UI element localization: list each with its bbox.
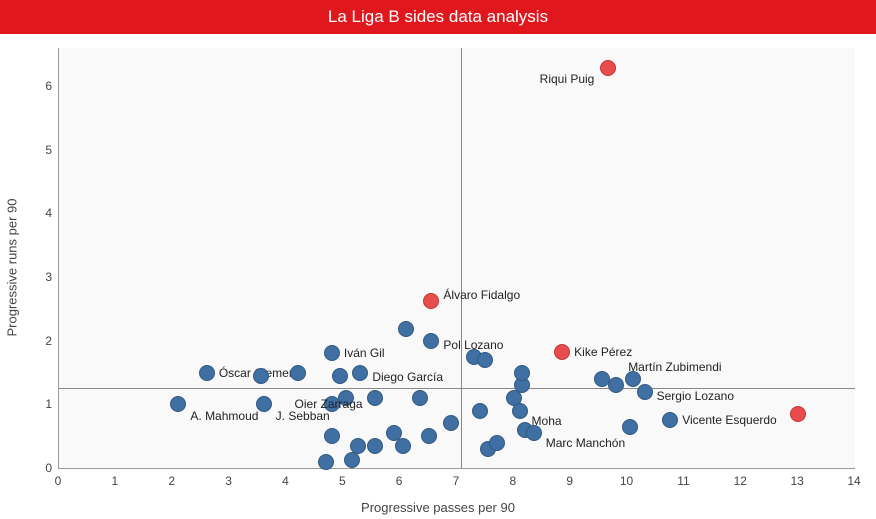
data-point-label: Álvaro Fidalgo <box>443 288 520 302</box>
data-point-label: J. Sebban <box>276 409 330 423</box>
x-tick: 9 <box>566 474 573 488</box>
y-tick: 0 <box>36 461 52 475</box>
ref-line-vertical <box>461 48 462 468</box>
data-point <box>253 368 269 384</box>
x-tick: 5 <box>339 474 346 488</box>
data-point <box>472 403 488 419</box>
data-point <box>367 438 383 454</box>
data-point-highlight <box>423 293 439 309</box>
data-point-label: Kike Pérez <box>574 345 632 359</box>
x-tick: 0 <box>55 474 62 488</box>
x-tick: 13 <box>790 474 803 488</box>
data-point <box>332 368 348 384</box>
data-point <box>512 403 528 419</box>
data-point <box>608 377 624 393</box>
data-point <box>443 415 459 431</box>
data-point <box>256 396 272 412</box>
data-point-label: Iván Gil <box>344 346 385 360</box>
data-point-label: Martín Zubimendi <box>628 360 721 374</box>
x-tick: 6 <box>396 474 403 488</box>
ref-line-horizontal <box>59 388 855 389</box>
data-point-highlight <box>790 406 806 422</box>
y-tick: 1 <box>36 397 52 411</box>
data-point <box>199 365 215 381</box>
x-tick: 2 <box>168 474 175 488</box>
data-point <box>324 345 340 361</box>
data-point-highlight <box>554 344 570 360</box>
x-tick: 12 <box>734 474 747 488</box>
plot-area: Riqui Puig Álvaro Fidalgo Kike Pérez A. Mah… <box>58 48 855 469</box>
chart-container: La Liga B sides data analysis Total Foot… <box>0 0 876 519</box>
x-tick: 3 <box>225 474 232 488</box>
y-tick: 3 <box>36 270 52 284</box>
data-point-label: Sergio Lozano <box>657 389 734 403</box>
x-tick: 8 <box>510 474 517 488</box>
data-point <box>398 321 414 337</box>
data-point <box>350 438 366 454</box>
data-point <box>290 365 306 381</box>
data-point <box>514 365 530 381</box>
data-point <box>324 428 340 444</box>
y-tick: 2 <box>36 334 52 348</box>
data-point <box>662 412 678 428</box>
data-point <box>352 365 368 381</box>
data-point <box>318 454 334 470</box>
data-point <box>423 333 439 349</box>
data-point <box>344 452 360 468</box>
data-point-label: A. Mahmoud <box>190 409 258 423</box>
data-point <box>412 390 428 406</box>
y-tick: 6 <box>36 79 52 93</box>
x-tick: 7 <box>453 474 460 488</box>
y-tick: 5 <box>36 143 52 157</box>
data-point <box>489 435 505 451</box>
chart-title: La Liga B sides data analysis <box>0 0 876 34</box>
x-tick: 1 <box>112 474 119 488</box>
data-point <box>421 428 437 444</box>
x-tick: 4 <box>282 474 289 488</box>
data-point-label: Vicente Esquerdo <box>682 413 777 427</box>
data-point-highlight <box>600 60 616 76</box>
x-tick: 10 <box>620 474 633 488</box>
x-tick: 14 <box>847 474 860 488</box>
data-point <box>477 352 493 368</box>
data-point <box>395 438 411 454</box>
data-point <box>170 396 186 412</box>
data-point-label: Diego García <box>372 370 443 384</box>
data-point-label: Marc Manchón <box>546 436 625 450</box>
data-point <box>367 390 383 406</box>
x-axis-label: Progressive passes per 90 <box>361 500 515 515</box>
data-point-label: Oier Zarraga <box>295 397 363 411</box>
data-point <box>637 384 653 400</box>
data-point-label: Riqui Puig <box>540 72 595 86</box>
y-axis-label: Progressive runs per 90 <box>5 198 20 336</box>
data-point <box>622 419 638 435</box>
data-point <box>526 425 542 441</box>
x-tick: 11 <box>677 474 689 488</box>
y-tick: 4 <box>36 206 52 220</box>
